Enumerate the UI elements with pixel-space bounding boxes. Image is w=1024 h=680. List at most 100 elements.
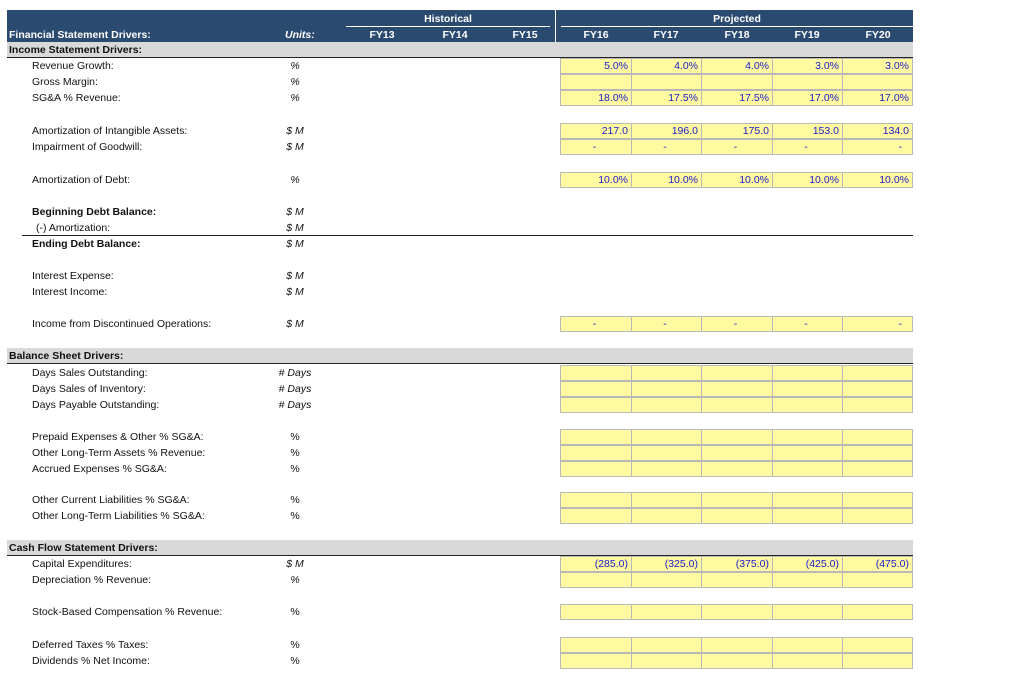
- input-cell[interactable]: [842, 365, 913, 381]
- input-cell[interactable]: [772, 572, 843, 588]
- input-cell[interactable]: [701, 637, 773, 653]
- input-cell[interactable]: [772, 397, 843, 413]
- input-cell[interactable]: [842, 508, 913, 524]
- input-cell[interactable]: (425.0): [772, 556, 843, 572]
- input-cell[interactable]: 17.0%: [772, 90, 843, 106]
- input-cell[interactable]: 10.0%: [560, 172, 632, 188]
- input-cell[interactable]: [842, 381, 913, 397]
- input-cell[interactable]: [560, 445, 632, 461]
- input-cell[interactable]: [560, 492, 632, 508]
- input-cell[interactable]: [701, 604, 773, 620]
- input-cell[interactable]: [701, 445, 773, 461]
- input-cell[interactable]: [631, 492, 702, 508]
- input-cell[interactable]: [701, 381, 773, 397]
- input-cell[interactable]: [631, 429, 702, 445]
- input-cell[interactable]: [772, 461, 843, 477]
- input-cell[interactable]: [772, 508, 843, 524]
- input-cell[interactable]: [772, 604, 843, 620]
- input-cell[interactable]: [842, 572, 913, 588]
- input-cell[interactable]: [701, 461, 773, 477]
- input-cell[interactable]: [631, 461, 702, 477]
- input-cell[interactable]: [701, 653, 773, 669]
- input-cell[interactable]: [631, 572, 702, 588]
- input-cell[interactable]: [701, 74, 773, 90]
- input-cell[interactable]: -: [842, 139, 913, 155]
- input-cell[interactable]: 17.0%: [842, 90, 913, 106]
- input-cell[interactable]: [701, 492, 773, 508]
- input-cell[interactable]: [701, 397, 773, 413]
- input-cell[interactable]: (285.0): [560, 556, 632, 572]
- input-cell[interactable]: [631, 604, 702, 620]
- input-cell[interactable]: [701, 572, 773, 588]
- input-cell[interactable]: 217.0: [560, 123, 632, 139]
- input-cell[interactable]: [631, 508, 702, 524]
- input-cell[interactable]: [701, 429, 773, 445]
- input-cell[interactable]: [631, 74, 702, 90]
- input-cell[interactable]: -: [631, 316, 702, 332]
- input-cell[interactable]: 18.0%: [560, 90, 632, 106]
- input-cell[interactable]: -: [701, 139, 773, 155]
- input-cell[interactable]: 17.5%: [631, 90, 702, 106]
- input-cell[interactable]: [842, 74, 913, 90]
- input-cell[interactable]: 4.0%: [701, 58, 773, 74]
- input-cell[interactable]: [631, 397, 702, 413]
- input-cell[interactable]: 10.0%: [842, 172, 913, 188]
- input-cell[interactable]: [772, 429, 843, 445]
- input-cell[interactable]: -: [560, 316, 632, 332]
- input-cell[interactable]: [560, 397, 632, 413]
- input-cell[interactable]: [772, 492, 843, 508]
- input-cell[interactable]: [842, 653, 913, 669]
- input-cell[interactable]: -: [701, 316, 773, 332]
- input-cell[interactable]: [842, 445, 913, 461]
- input-cell[interactable]: [842, 429, 913, 445]
- input-cell[interactable]: [560, 508, 632, 524]
- input-cell[interactable]: [560, 572, 632, 588]
- input-cell[interactable]: [560, 381, 632, 397]
- input-cell[interactable]: [560, 429, 632, 445]
- input-cell[interactable]: -: [560, 139, 632, 155]
- input-cell[interactable]: [772, 381, 843, 397]
- input-cell[interactable]: [560, 653, 632, 669]
- input-cell[interactable]: 134.0: [842, 123, 913, 139]
- input-cell[interactable]: 5.0%: [560, 58, 632, 74]
- input-cell[interactable]: [842, 637, 913, 653]
- input-cell[interactable]: [772, 653, 843, 669]
- input-cell[interactable]: [560, 365, 632, 381]
- input-cell[interactable]: 4.0%: [631, 58, 702, 74]
- input-cell[interactable]: [701, 508, 773, 524]
- input-cell[interactable]: [560, 461, 632, 477]
- input-cell[interactable]: -: [842, 316, 913, 332]
- input-cell[interactable]: -: [772, 316, 843, 332]
- input-cell[interactable]: 175.0: [701, 123, 773, 139]
- input-cell[interactable]: [842, 492, 913, 508]
- input-cell[interactable]: 196.0: [631, 123, 702, 139]
- input-cell[interactable]: 17.5%: [701, 90, 773, 106]
- input-cell[interactable]: (375.0): [701, 556, 773, 572]
- input-cell[interactable]: [701, 365, 773, 381]
- input-cell[interactable]: [631, 365, 702, 381]
- input-cell[interactable]: 10.0%: [772, 172, 843, 188]
- input-cell[interactable]: (475.0): [842, 556, 913, 572]
- input-cell[interactable]: 3.0%: [842, 58, 913, 74]
- input-cell[interactable]: 153.0: [772, 123, 843, 139]
- input-cell[interactable]: [560, 74, 632, 90]
- input-cell[interactable]: [772, 445, 843, 461]
- input-cell[interactable]: -: [631, 139, 702, 155]
- input-cell[interactable]: [772, 74, 843, 90]
- input-cell[interactable]: 3.0%: [772, 58, 843, 74]
- input-cell[interactable]: 10.0%: [631, 172, 702, 188]
- input-cell[interactable]: [631, 381, 702, 397]
- input-cell[interactable]: (325.0): [631, 556, 702, 572]
- input-cell[interactable]: [560, 637, 632, 653]
- input-cell[interactable]: [842, 397, 913, 413]
- input-cell[interactable]: [842, 604, 913, 620]
- input-cell[interactable]: [631, 653, 702, 669]
- input-cell[interactable]: [631, 445, 702, 461]
- input-cell[interactable]: -: [772, 139, 843, 155]
- input-cell[interactable]: [772, 365, 843, 381]
- input-cell[interactable]: 10.0%: [701, 172, 773, 188]
- input-cell[interactable]: [560, 604, 632, 620]
- input-cell[interactable]: [842, 461, 913, 477]
- input-cell[interactable]: [772, 637, 843, 653]
- input-cell[interactable]: [631, 637, 702, 653]
